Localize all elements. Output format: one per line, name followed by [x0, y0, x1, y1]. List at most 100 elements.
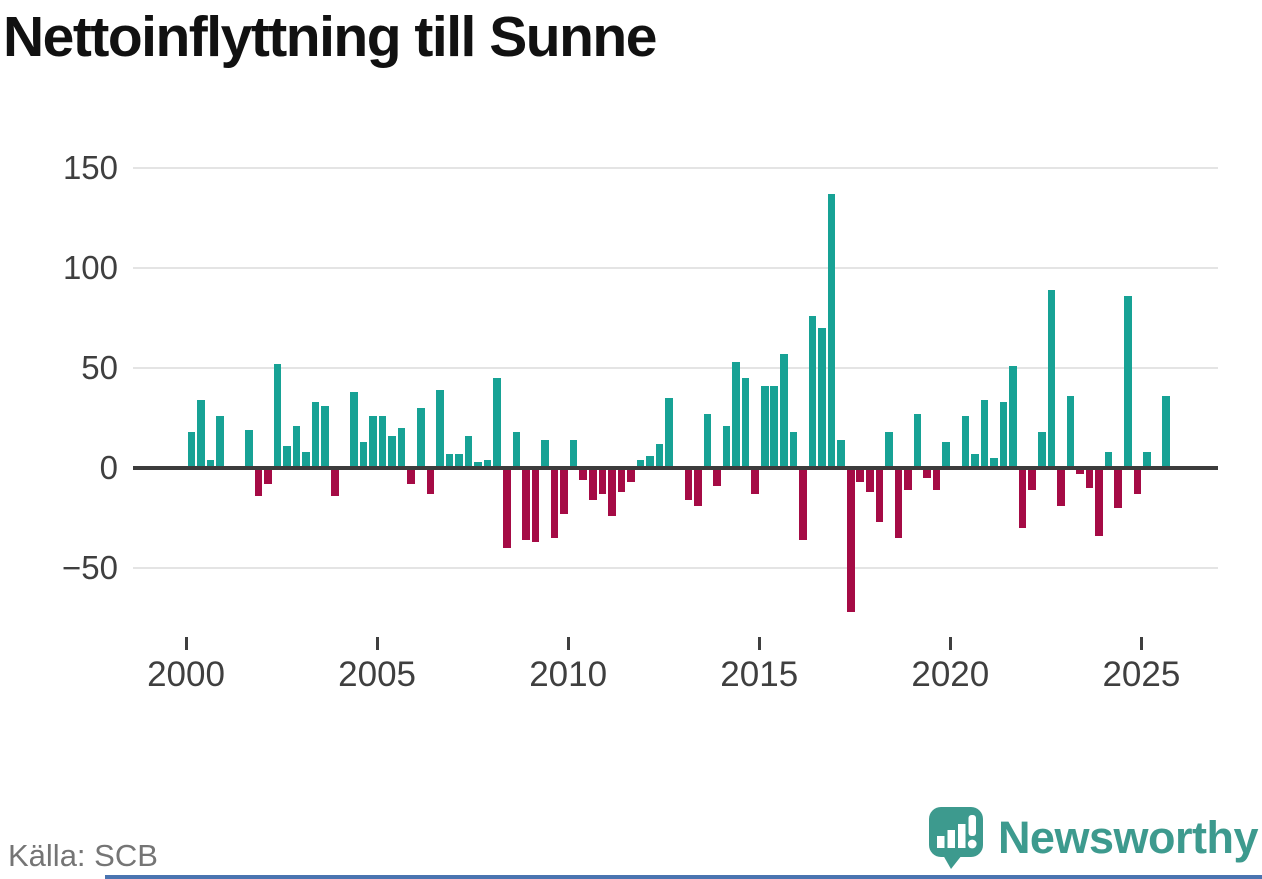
bar-2006-q2 [426, 468, 435, 494]
bar-2010-q1 [569, 440, 578, 468]
bar-2023-q3 [1085, 468, 1094, 488]
bar-2025-q3 [1162, 396, 1170, 468]
brand-name: Newsworthy [997, 812, 1259, 863]
bar-2005-q3 [397, 428, 406, 468]
x-axis-tick-2020 [948, 637, 952, 650]
bar-2014-q4 [751, 468, 759, 494]
bar-2020-q3 [971, 454, 979, 468]
bar-2016-q4 [827, 194, 836, 468]
gridline--50 [133, 567, 1218, 569]
bar-2020-q2 [961, 416, 970, 468]
x-axis-tick-2015 [757, 637, 761, 650]
bar-2002-q2 [273, 364, 282, 468]
plot-area: 150 100 50 0 −50 2000 2005 2010 2015 2020 2025 [62, 149, 1218, 694]
bar-2014-q3 [741, 378, 750, 468]
bar-2004-q3 [359, 442, 368, 468]
bar-2003-q2 [311, 402, 320, 468]
bar-2010-q4 [598, 468, 607, 494]
x-axis-tick-2005 [375, 637, 379, 650]
bar-2017-q1 [837, 440, 845, 468]
bar-2010-q3 [588, 468, 597, 500]
bar-2007-q1 [455, 454, 463, 468]
bar-2006-q3 [436, 390, 444, 468]
bar-2024-q2 [1114, 468, 1123, 508]
gridline-100 [133, 267, 1218, 269]
bar-2007-q2 [464, 436, 473, 468]
bar-2024-q3 [1123, 296, 1132, 468]
bar-2018-q1 [875, 468, 884, 522]
x-axis-tick-2025 [1139, 637, 1143, 650]
bar-2014-q1 [722, 426, 731, 468]
y-axis-label-150: 150 [62, 149, 118, 186]
bar-2000-q3 [206, 460, 215, 468]
bottom-accent-line [105, 875, 1262, 879]
bar-2004-q2 [350, 392, 358, 468]
bar-2017-q2 [846, 468, 855, 612]
bar-2016-q3 [818, 328, 826, 468]
bar-2012-q3 [665, 398, 673, 468]
bar-2019-q1 [913, 414, 922, 468]
bar-2019-q4 [942, 442, 951, 468]
bar-2012-q1 [646, 456, 654, 468]
bar-2023-q2 [1076, 468, 1084, 474]
x-axis-label-2000: 2000 [147, 655, 225, 694]
bar-2002-q1 [264, 468, 272, 484]
y-axis-label--50: −50 [62, 549, 118, 586]
bar-2000-q4 [216, 416, 224, 468]
bar-2009-q4 [560, 468, 568, 514]
bar-2017-q3 [856, 468, 865, 482]
x-axis-tick-2000 [184, 637, 188, 650]
gridline-150 [133, 167, 1218, 169]
bar-2017-q4 [866, 468, 874, 492]
zero-axis-line [133, 466, 1218, 470]
bar-2018-q2 [885, 432, 893, 468]
bar-2021-q3 [1009, 366, 1017, 468]
bar-2022-q3 [1047, 290, 1056, 468]
bar-2011-q2 [617, 468, 626, 492]
bar-2021-q1 [990, 458, 998, 468]
bar-2016-q1 [799, 468, 807, 540]
source-label: Källa: SCB [8, 838, 158, 873]
bar-2005-q2 [388, 436, 396, 468]
bar-2013-q3 [703, 414, 712, 468]
bar-2004-q4 [369, 416, 377, 468]
bar-2014-q2 [732, 362, 740, 468]
gridline-50 [133, 367, 1218, 369]
bar-2015-q4 [789, 432, 798, 468]
x-axis-label-2020: 2020 [911, 655, 990, 694]
bar-2015-q1 [760, 386, 769, 468]
bar-2013-q2 [694, 468, 702, 506]
bar-2001-q4 [254, 468, 263, 496]
bar-2023-q1 [1066, 396, 1075, 468]
bar-2003-q1 [302, 452, 310, 468]
bar-2009-q3 [550, 468, 559, 538]
bar-2015-q2 [770, 386, 779, 468]
bar-2008-q4 [522, 468, 530, 540]
bar-2021-q2 [999, 402, 1008, 468]
brand-logo: Newsworthy [928, 806, 1259, 870]
bar-2007-q4 [483, 460, 492, 468]
x-axis-label-2015: 2015 [720, 655, 799, 694]
bar-2002-q4 [292, 426, 301, 468]
bar-2006-q1 [416, 408, 425, 468]
bar-2018-q3 [894, 468, 903, 538]
bar-2012-q2 [655, 444, 664, 468]
bar-2013-q1 [684, 468, 693, 500]
bar-2023-q4 [1095, 468, 1103, 536]
bar-2021-q4 [1018, 468, 1027, 528]
y-axis-label-0: 0 [99, 449, 118, 486]
y-axis-label-50: 50 [81, 349, 118, 386]
bar-2025-q1 [1143, 452, 1151, 468]
bar-2020-q4 [980, 400, 989, 468]
x-axis-label-2025: 2025 [1102, 655, 1181, 694]
bar-2005-q4 [407, 468, 416, 484]
bar-2015-q3 [780, 354, 788, 468]
bar-2003-q3 [321, 406, 330, 468]
bar-2019-q2 [923, 468, 931, 478]
bar-2022-q4 [1057, 468, 1065, 506]
bar-2000-q2 [197, 400, 205, 468]
bar-2007-q3 [474, 462, 482, 468]
bar-2009-q2 [541, 440, 549, 468]
bar-2022-q2 [1037, 432, 1046, 468]
bar-2022-q1 [1028, 468, 1037, 490]
